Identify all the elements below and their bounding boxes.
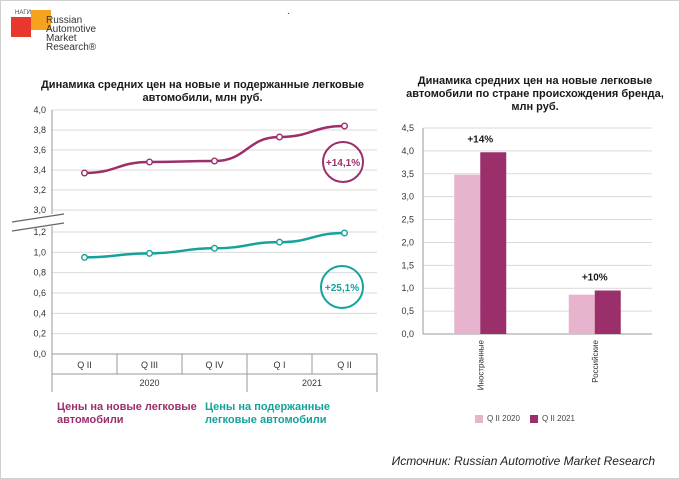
bar-category-label: Иностранные: [476, 339, 485, 390]
bar-y-tick-label: 3,0: [401, 192, 414, 202]
data-point: [341, 122, 349, 130]
bar: [594, 290, 621, 334]
bar-chart-title: Динамика средних цен на новые легковые а…: [406, 75, 664, 113]
axis-break-mark: [11, 213, 65, 223]
change-badge-label: +14,1%: [326, 158, 360, 169]
legend-q2-2020: Q II 2020: [475, 414, 520, 423]
x-year-label: 2020: [139, 378, 159, 388]
bar: [568, 294, 595, 334]
bar-category-label: Российские: [591, 339, 600, 382]
bar: [480, 152, 507, 334]
logo-red-square: [11, 17, 31, 37]
legend-used-cars: Цены на подержанные легковые автомобили: [205, 401, 330, 426]
y-tick-label: 0,0: [33, 349, 46, 359]
header-mark: .: [287, 6, 290, 17]
data-point: [210, 157, 218, 165]
y-tick-label: 3,2: [33, 185, 46, 195]
y-tick-label: 1,0: [33, 247, 46, 257]
y-tick-label: 3,0: [33, 205, 46, 215]
y-tick-label: 3,6: [33, 145, 46, 155]
data-point: [210, 244, 218, 252]
data-point: [80, 169, 88, 177]
bar-y-tick-label: 2,5: [401, 215, 414, 225]
bar-change-label: +14%: [467, 134, 493, 145]
change-badge-label: +25,1%: [325, 283, 359, 294]
bar-change-label: +10%: [582, 273, 608, 284]
bar-y-tick-label: 1,0: [401, 283, 414, 293]
data-point: [80, 253, 88, 261]
data-point: [145, 158, 153, 166]
logo-small-text: НАГИ: [15, 10, 31, 16]
legend-swatch-2021: [530, 414, 538, 423]
legend-new-cars: Цены на новые легковые автомобили: [57, 401, 197, 426]
logo-yellow-square: [31, 10, 51, 30]
y-tick-label: 4,0: [33, 105, 46, 115]
legend-label-2020: Q II 2020: [487, 414, 520, 423]
legend-swatch-2020: [475, 414, 483, 423]
x-tick-label: Q III: [141, 360, 158, 370]
change-badge-circle: [322, 141, 364, 183]
data-point: [341, 229, 349, 237]
bar-y-tick-label: 4,5: [401, 123, 414, 133]
legend-q2-2021: Q II 2021: [530, 414, 575, 423]
bar-y-tick-label: 4,0: [401, 146, 414, 156]
bar-y-tick-label: 0,0: [401, 329, 414, 339]
y-tick-label: 0,4: [33, 308, 46, 318]
y-tick-label: 1,2: [33, 227, 46, 237]
source-note: Источник: Russian Automotive Market Rese…: [391, 454, 655, 468]
bar: [454, 174, 481, 334]
x-tick-label: Q IV: [205, 360, 223, 370]
y-tick-label: 3,4: [33, 165, 46, 175]
bar-y-tick-label: 1,5: [401, 260, 414, 270]
y-tick-label: 3,8: [33, 125, 46, 135]
legend-label-2021: Q II 2021: [542, 414, 575, 423]
y-tick-label: 0,6: [33, 288, 46, 298]
y-tick-label: 0,2: [33, 329, 46, 339]
bar-y-tick-label: 2,0: [401, 237, 414, 247]
bar-y-tick-label: 3,5: [401, 169, 414, 179]
change-badge-circle: [320, 265, 364, 309]
logo-name: Russian Automotive Market Research®: [46, 15, 97, 53]
line-chart-title: Динамика средних цен на новые и подержан…: [40, 79, 365, 104]
y-tick-label: 0,8: [33, 268, 46, 278]
axis-break-mark: [11, 222, 65, 232]
data-point: [145, 249, 153, 257]
data-point: [276, 133, 284, 141]
x-year-label: 2021: [302, 378, 322, 388]
x-tick-label: Q II: [337, 360, 352, 370]
data-point: [276, 238, 284, 246]
x-tick-label: Q II: [77, 360, 92, 370]
x-tick-label: Q I: [273, 360, 285, 370]
bar-y-tick-label: 0,5: [401, 306, 414, 316]
